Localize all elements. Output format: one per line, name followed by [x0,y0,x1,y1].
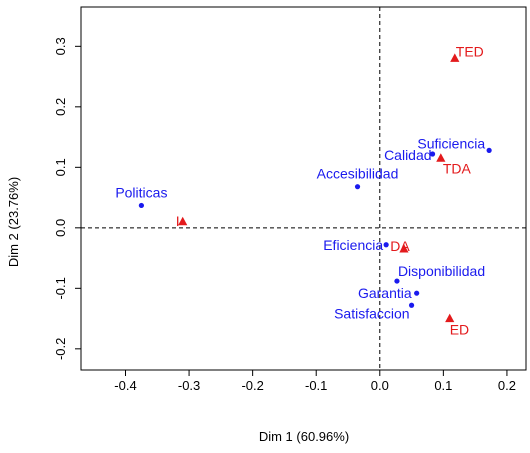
triangle-point-marker [445,313,455,323]
axes-layer: -0.4 -0.3 -0.2 -0.1 0.0 0.1 0.2 -0.2 -0.1 0.0 0.1 0… [53,37,516,393]
point-label: I [176,213,180,229]
y-tick-label: 0.3 [53,37,68,55]
point-label: ED [450,322,469,338]
point-label: TED [456,43,484,59]
circle-point-marker [414,290,420,296]
circle-point-marker [394,278,400,284]
point-label: DA [390,238,410,254]
plot-frame [80,6,527,371]
x-tick-label: -0.4 [114,378,136,393]
point-label: Suficiencia [417,135,485,151]
point-label: Satisfaccion [334,305,409,321]
x-tick-label: 0.1 [434,378,452,393]
x-tick-label: 0.2 [498,378,516,393]
x-tick-label: 0.0 [371,378,389,393]
point-label: TDA [443,160,472,176]
x-axis-label: Dim 1 (60.96%) [259,429,349,444]
x-tick-label: -0.1 [305,378,327,393]
x-tick-label: -0.2 [241,378,263,393]
reference-lines [81,7,526,370]
point-label: Calidad [384,147,431,163]
triangle-point-marker [450,53,460,62]
triangle-point-marker [399,244,409,253]
y-tick-label: -0.1 [53,277,68,299]
y-axis-label: Dim 2 (23.76%) [6,177,21,267]
triangle-point-marker [436,153,446,162]
circle-point-marker [486,147,492,153]
circle-point-marker [354,184,361,190]
circle-point-marker [138,202,144,209]
y-tick-label: 0.2 [53,98,68,116]
point-label: Disponibilidad [398,263,485,279]
circle-point-marker [408,302,415,308]
triangle-point-marker [178,216,188,226]
circle-point-marker [383,242,389,248]
point-label: Garantia [358,285,412,301]
circle-point-marker [429,151,436,157]
y-tick-label: 0.1 [53,158,68,176]
point-label: Accesibilidad [317,166,399,182]
x-tick-label: -0.3 [178,378,200,393]
points-layer: Politicas Accesibilidad CalidadSuficiencia… [115,43,492,338]
y-tick-label: 0.0 [53,219,68,237]
point-label: Eficiencia [323,237,383,253]
y-tick-label: -0.2 [53,338,68,360]
point-label: Politicas [115,184,167,200]
